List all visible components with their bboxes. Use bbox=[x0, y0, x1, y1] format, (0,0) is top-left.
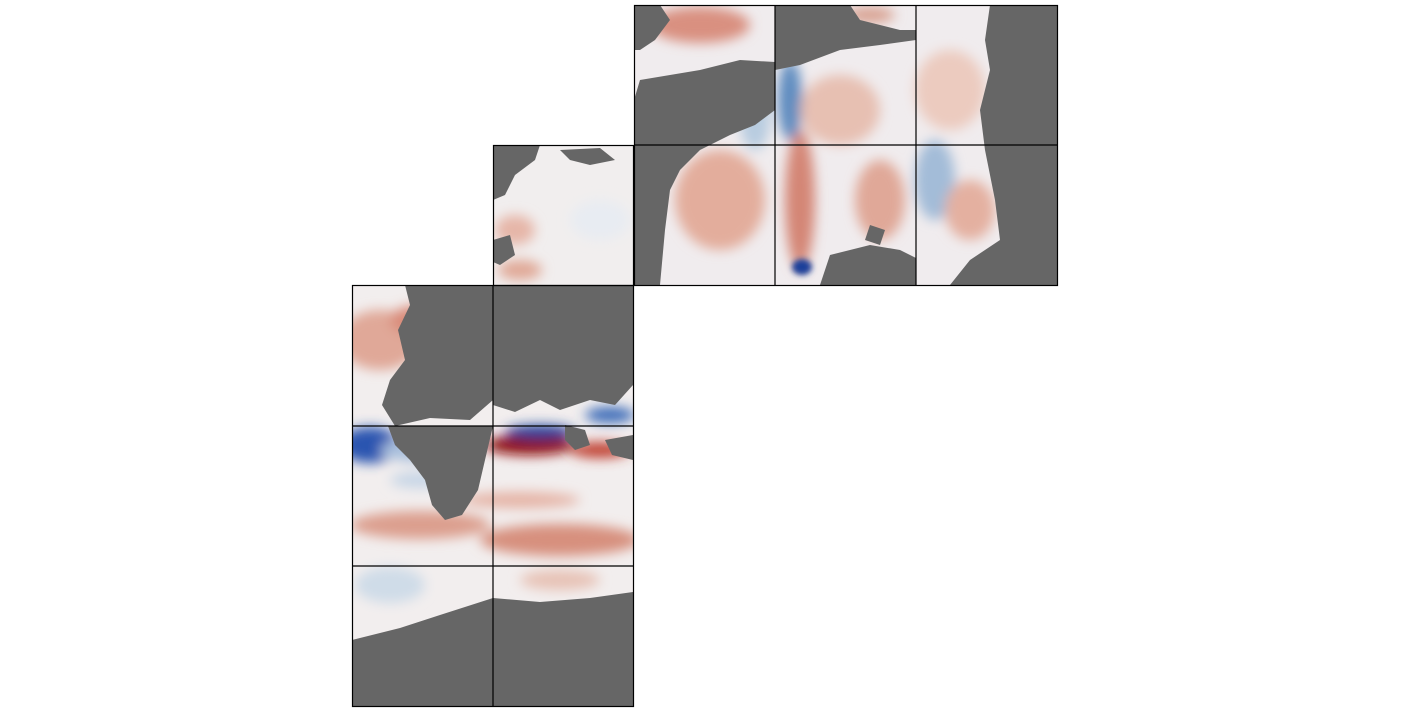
tile-block-middle bbox=[493, 145, 634, 285]
tile-block-southwest bbox=[352, 285, 633, 706]
tile-borders bbox=[351, 4, 1059, 708]
land bbox=[493, 145, 615, 265]
field-anomalies bbox=[650, 7, 995, 270]
field-anomalies bbox=[495, 200, 630, 280]
